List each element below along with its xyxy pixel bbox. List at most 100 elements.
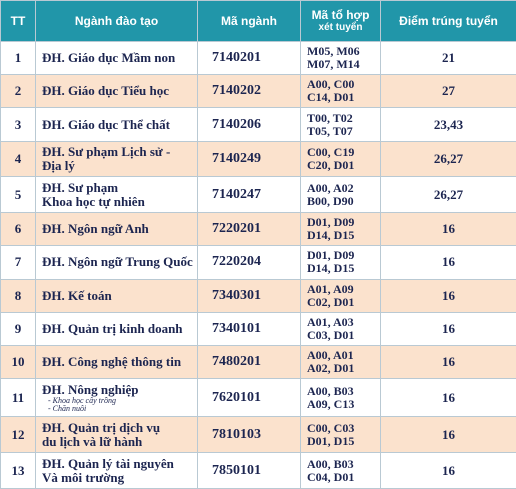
row-number: 11 bbox=[11, 389, 25, 405]
major-name: Và môi trường bbox=[42, 469, 125, 485]
major-subtitle: - Chăn nuôi bbox=[48, 403, 87, 413]
admission-score: 27 bbox=[442, 83, 455, 99]
row-number: 5 bbox=[14, 186, 22, 202]
table-row: 3 ĐH. Giáo dục Thể chất 7140206 T00, T02 T05… bbox=[0, 107, 516, 142]
major-code-cell: 7140247 bbox=[197, 176, 301, 214]
admission-score: 16 bbox=[442, 320, 455, 336]
header-text: Mã ngành bbox=[221, 14, 277, 28]
major-name-cell: ĐH. Ngôn ngữ Trung Quốc bbox=[35, 245, 198, 280]
header-row: TT Ngành đào tạo Mã ngành Mã tổ hợp xét tuyể… bbox=[0, 0, 516, 42]
major-name-cell: ĐH. Quản trị dịch vụ du lịch và lữ hành bbox=[35, 416, 198, 454]
header-text: TT bbox=[10, 14, 26, 28]
admission-score: 26,27 bbox=[433, 186, 464, 202]
major-code-cell: 7340101 bbox=[197, 311, 301, 347]
major-name: ĐH. Giáo dục Thể chất bbox=[42, 116, 170, 132]
table-row: 9 ĐH. Quản trị kinh doanh 7340101 A01, A03 C… bbox=[0, 311, 516, 347]
score-cell: 16 bbox=[380, 345, 516, 380]
major-name: ĐH. Giáo dục Mầm non bbox=[42, 50, 176, 66]
combo-cell: A00, B03 A09, C13 bbox=[300, 378, 381, 418]
major-code-cell: 7140202 bbox=[197, 74, 301, 109]
row-number-cell: 8 bbox=[0, 278, 36, 313]
major-code-cell: 7140206 bbox=[197, 107, 301, 142]
subject-combo: A00, B03 bbox=[307, 456, 354, 471]
admission-score: 16 bbox=[442, 389, 455, 405]
table-row: 6 ĐH. Ngôn ngữ Anh 7220201 D01, D09 D14, D15… bbox=[0, 212, 516, 247]
row-number-cell: 5 bbox=[0, 176, 36, 214]
major-code: 7220201 bbox=[212, 221, 261, 237]
admission-score: 16 bbox=[442, 462, 455, 478]
combo-cell: T00, T02 T05, T07 bbox=[300, 107, 381, 142]
subject-combo: D01, D15 bbox=[307, 433, 355, 448]
header-cell: TT bbox=[0, 0, 36, 42]
subject-combo: M05, M06 bbox=[307, 44, 360, 59]
major-name-cell: ĐH. Sư phạm Khoa học tự nhiên bbox=[35, 176, 198, 214]
admission-score: 16 bbox=[442, 287, 455, 303]
row-number: 12 bbox=[11, 426, 25, 442]
subject-combo: A00, C00 bbox=[307, 77, 355, 92]
combo-cell: A00, C00 C14, D01 bbox=[300, 74, 381, 109]
subject-combo: T00, T02 bbox=[307, 110, 353, 125]
row-number-cell: 10 bbox=[0, 345, 36, 380]
table-row: 1 ĐH. Giáo dục Mầm non 7140201 M05, M06 M07,… bbox=[0, 40, 516, 76]
major-name-cell: ĐH. Giáo dục Mầm non bbox=[35, 40, 198, 76]
combo-cell: M05, M06 M07, M14 bbox=[300, 40, 381, 76]
score-cell: 16 bbox=[380, 416, 516, 454]
table-row: 4 ĐH. Sư phạm Lịch sử - Địa lý 7140249 C00,… bbox=[0, 140, 516, 178]
score-cell: 16 bbox=[380, 278, 516, 313]
row-number-cell: 12 bbox=[0, 416, 36, 454]
header-text: xét tuyển bbox=[318, 22, 363, 33]
subject-combo: A02, D01 bbox=[307, 361, 355, 376]
major-name: ĐH. Nông nghiệp bbox=[42, 381, 139, 397]
row-number: 13 bbox=[11, 462, 25, 478]
row-number-cell: 1 bbox=[0, 40, 36, 76]
subject-combo: A09, C13 bbox=[307, 396, 355, 411]
major-code: 7140247 bbox=[212, 186, 261, 202]
major-code: 7220204 bbox=[212, 254, 261, 270]
major-name: ĐH. Sư phạm Lịch sử - Địa lý bbox=[42, 144, 171, 174]
major-name: ĐH. Ngôn ngữ Trung Quốc bbox=[42, 254, 193, 270]
major-name: ĐH. Quản trị dịch vụ bbox=[42, 419, 161, 435]
major-code-cell: 7340301 bbox=[197, 278, 301, 313]
major-code: 7140206 bbox=[212, 116, 261, 132]
score-cell: 16 bbox=[380, 378, 516, 418]
major-code-cell: 7220201 bbox=[197, 212, 301, 247]
major-code-cell: 7140249 bbox=[197, 140, 301, 178]
table-row: 8 ĐH. Kế toán 7340301 A01, A09 C02, D01 16 bbox=[0, 278, 516, 313]
subject-combo: D01, D09 bbox=[307, 248, 355, 263]
major-code-cell: 7810103 bbox=[197, 416, 301, 454]
header-text: Mã tổ hợp bbox=[311, 8, 370, 22]
row-number-cell: 2 bbox=[0, 74, 36, 109]
table-row: 12 ĐH. Quản trị dịch vụ du lịch và lữ hành… bbox=[0, 416, 516, 454]
subject-combo: A00, A01 bbox=[307, 348, 354, 363]
row-number-cell: 9 bbox=[0, 311, 36, 347]
subject-combo: A01, A03 bbox=[307, 314, 354, 329]
score-cell: 26,27 bbox=[380, 176, 516, 214]
subject-combo: C00, C03 bbox=[307, 420, 355, 435]
major-name-cell: ĐH. Công nghệ thông tin bbox=[35, 345, 198, 380]
header-cell: Mã tổ hợp xét tuyển bbox=[300, 0, 381, 42]
score-cell: 26,27 bbox=[380, 140, 516, 178]
subject-combo: C03, D01 bbox=[307, 327, 355, 342]
subject-combo: C00, C19 bbox=[307, 145, 355, 160]
major-code: 7480201 bbox=[212, 354, 261, 370]
row-number-cell: 6 bbox=[0, 212, 36, 247]
major-code-cell: 7140201 bbox=[197, 40, 301, 76]
header-cell: Ngành đào tạo bbox=[35, 0, 198, 42]
major-name-cell: ĐH. Kế toán bbox=[35, 278, 198, 313]
combo-cell: D01, D09 D14, D15 bbox=[300, 212, 381, 247]
row-number: 3 bbox=[14, 116, 22, 132]
major-name: ĐH. Giáo dục Tiểu học bbox=[42, 83, 170, 99]
row-number-cell: 4 bbox=[0, 140, 36, 178]
major-code-cell: 7620101 bbox=[197, 378, 301, 418]
major-name-cell: ĐH. Ngôn ngữ Anh bbox=[35, 212, 198, 247]
row-number: 1 bbox=[14, 50, 22, 66]
admission-score: 16 bbox=[442, 254, 455, 270]
major-code: 7140201 bbox=[212, 50, 261, 66]
subject-combo: C20, D01 bbox=[307, 158, 355, 173]
admission-score: 16 bbox=[442, 221, 455, 237]
combo-cell: C00, C03 D01, D15 bbox=[300, 416, 381, 454]
subject-combo: D14, D15 bbox=[307, 228, 355, 243]
subject-combo: A01, A09 bbox=[307, 281, 354, 296]
major-name-cell: ĐH. Giáo dục Tiểu học bbox=[35, 74, 198, 109]
